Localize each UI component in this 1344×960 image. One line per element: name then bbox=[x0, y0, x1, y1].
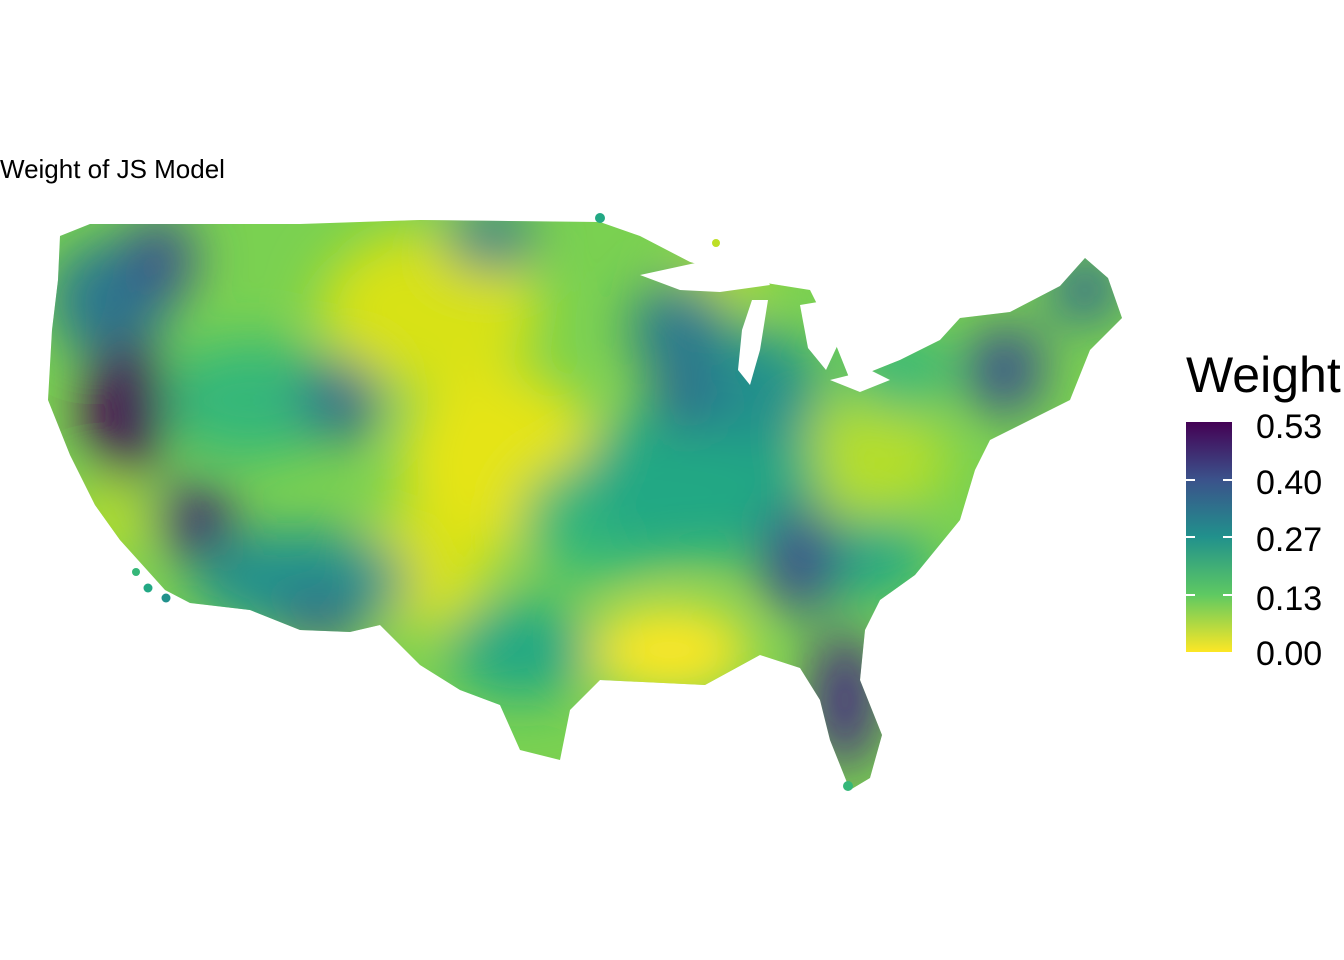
color-legend: Weight 0.53 0.40 0.27 0.13 0.00 bbox=[1184, 350, 1344, 680]
legend-tick-label: 0.40 bbox=[1256, 464, 1323, 502]
page-title: Weight of JS Model bbox=[0, 154, 225, 184]
legend-tick-label: 0.27 bbox=[1256, 521, 1323, 559]
legend-tick-mark bbox=[1186, 479, 1195, 481]
legend-tick-mark bbox=[1223, 479, 1232, 481]
legend-tick-mark bbox=[1223, 594, 1232, 596]
coastal-points bbox=[132, 213, 853, 791]
legend-tick-label: 0.00 bbox=[1256, 635, 1323, 673]
legend-title: Weight bbox=[1186, 347, 1341, 403]
legend-tick-label: 0.13 bbox=[1256, 580, 1323, 618]
legend-tick-mark bbox=[1223, 536, 1232, 538]
great-lakes bbox=[640, 262, 890, 392]
us-region-fill bbox=[48, 220, 1122, 790]
legend-tick-label: 0.53 bbox=[1256, 408, 1323, 446]
legend-tick-mark bbox=[1186, 594, 1195, 596]
legend-tick-mark bbox=[1186, 536, 1195, 538]
